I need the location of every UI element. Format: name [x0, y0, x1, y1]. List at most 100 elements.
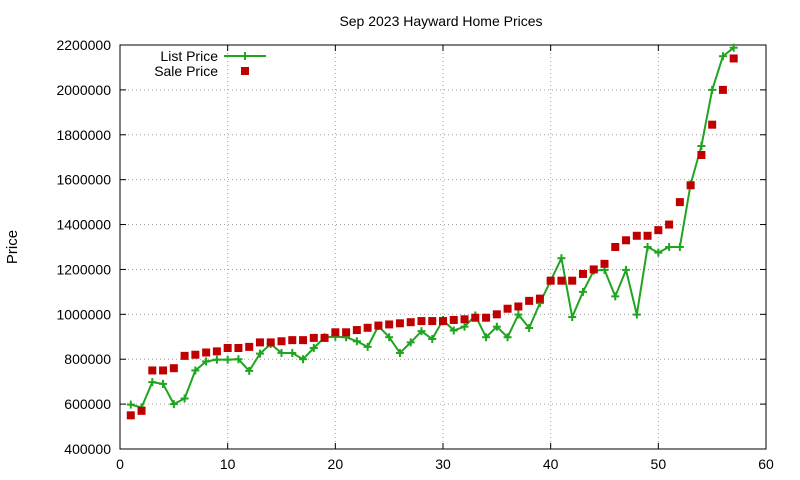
legend: List Price Sale Price: [154, 48, 266, 79]
x-tick-label: 60: [758, 456, 774, 472]
data-point-sale-price: [342, 328, 351, 337]
data-point-sale-price: [622, 236, 631, 245]
data-point-list-price: [557, 254, 566, 263]
data-point-list-price: [223, 355, 232, 364]
data-point-sale-price: [525, 296, 534, 305]
data-point-list-price: [212, 355, 221, 364]
data-point-list-price: [449, 326, 458, 335]
series-sale-price: [126, 54, 738, 420]
data-point-list-price: [148, 378, 157, 387]
series-list-price: [126, 43, 738, 412]
data-point-list-price: [492, 322, 501, 331]
x-tick-labels: 0 10 20 30 40 50 60: [116, 456, 774, 472]
data-point-sale-price: [148, 366, 157, 375]
data-point-list-price: [191, 366, 200, 375]
data-point-sale-price: [245, 342, 254, 351]
y-tick-label: 1600000: [56, 172, 111, 188]
data-point-list-price: [460, 322, 469, 331]
data-point-sale-price: [632, 231, 641, 240]
data-point-sale-price: [460, 315, 469, 324]
data-point-list-price: [288, 348, 297, 357]
series-line-list-price: [130, 46, 735, 409]
data-point-list-price: [568, 313, 577, 322]
data-point-sale-price: [320, 333, 329, 342]
y-axis-label: Price: [4, 230, 21, 264]
data-point-sale-price: [309, 333, 318, 342]
data-point-sale-price: [568, 276, 577, 285]
data-point-list-price: [159, 379, 168, 388]
data-point-sale-price: [385, 320, 394, 329]
data-point-sale-price: [611, 243, 620, 251]
data-point-sale-price: [126, 411, 135, 420]
y-tick-label: 1200000: [56, 261, 111, 277]
data-point-list-price: [385, 333, 394, 342]
data-point-list-price: [169, 400, 178, 409]
legend-label-sale-price: Sale Price: [154, 63, 218, 79]
y-tick-label: 2000000: [56, 82, 111, 98]
data-point-sale-price: [675, 198, 684, 207]
data-point-sale-price: [546, 276, 555, 285]
x-tick-label: 40: [543, 456, 559, 472]
data-point-list-price: [729, 43, 738, 52]
data-point-sale-price: [223, 344, 232, 352]
data-point-sale-price: [439, 317, 447, 326]
data-point-list-price: [245, 366, 254, 375]
legend-swatch-sale-price: [241, 67, 249, 75]
data-point-sale-price: [535, 294, 544, 303]
data-point-sale-price: [503, 304, 512, 313]
y-tick-label: 2200000: [56, 37, 111, 53]
x-tick-label: 30: [435, 456, 451, 472]
data-point-sale-price: [471, 313, 480, 322]
data-point-sale-price: [255, 338, 264, 347]
x-tick-label: 50: [651, 456, 667, 472]
data-point-list-price: [665, 243, 674, 251]
data-point-list-price: [514, 310, 523, 319]
data-point-list-price: [611, 292, 620, 301]
data-point-sale-price: [180, 351, 189, 360]
data-point-list-price: [675, 243, 684, 251]
data-point-list-price: [202, 357, 211, 366]
data-point-list-price: [622, 265, 631, 274]
data-point-list-price: [503, 333, 512, 342]
data-point-list-price: [697, 142, 706, 150]
y-tick-labels: 400000 600000 800000 1000000 1200000 1400000 1…: [56, 37, 111, 457]
y-tick-label: 400000: [64, 441, 111, 457]
y-tick-label: 600000: [64, 396, 111, 412]
data-point-sale-price: [654, 226, 663, 235]
y-tick-label: 800000: [64, 351, 111, 367]
grid-lines: [120, 45, 766, 449]
y-tick-label: 1400000: [56, 217, 111, 233]
data-point-sale-price: [697, 150, 706, 159]
data-point-list-price: [234, 355, 243, 364]
series-layer: [126, 43, 738, 420]
y-tick-label: 1000000: [56, 306, 111, 322]
data-point-sale-price: [643, 231, 652, 240]
data-point-sale-price: [234, 344, 243, 352]
legend-swatch-list-price-marker: [241, 52, 249, 60]
data-point-sale-price: [708, 120, 717, 129]
data-point-sale-price: [665, 220, 674, 229]
data-point-list-price: [395, 348, 404, 357]
data-point-sale-price: [482, 313, 491, 322]
data-point-sale-price: [578, 269, 587, 278]
legend-swatches: [224, 52, 266, 75]
data-point-list-price: [126, 400, 135, 409]
data-point-list-price: [309, 344, 318, 352]
data-point-sale-price: [266, 338, 275, 347]
data-point-list-price: [352, 337, 361, 346]
data-point-sale-price: [718, 85, 727, 94]
data-point-sale-price: [406, 318, 415, 327]
data-point-list-price: [525, 324, 534, 333]
data-point-sale-price: [137, 406, 146, 415]
data-point-sale-price: [202, 348, 211, 357]
data-point-list-price: [482, 333, 491, 342]
data-point-sale-price: [514, 302, 523, 311]
data-point-sale-price: [288, 336, 297, 345]
data-point-sale-price: [417, 317, 426, 326]
data-point-sale-price: [374, 321, 383, 330]
data-point-sale-price: [159, 366, 168, 375]
data-point-list-price: [632, 310, 641, 319]
data-point-sale-price: [686, 181, 695, 190]
data-point-list-price: [299, 355, 308, 364]
legend-label-list-price: List Price: [160, 48, 218, 64]
